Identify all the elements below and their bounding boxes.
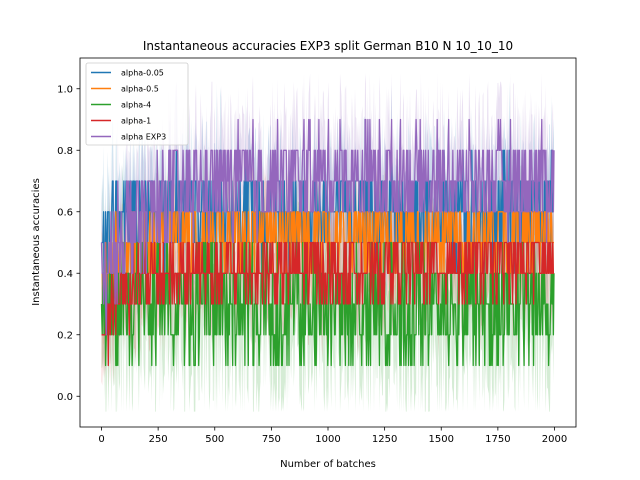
y-tick-label: 0.4 — [57, 269, 73, 280]
x-tick-label: 1250 — [372, 434, 397, 445]
legend-label-alpha-4: alpha-4 — [121, 101, 151, 110]
x-tick-label: 2000 — [542, 434, 567, 445]
y-tick-label: 0.6 — [57, 207, 73, 218]
series-lines — [100, 118, 555, 367]
chart-title: Instantaneous accuracies EXP3 split Germ… — [143, 39, 513, 53]
legend-label-alpha-0-05: alpha-0.05 — [121, 69, 164, 78]
x-tick-label: 250 — [149, 434, 168, 445]
x-tick-label: 750 — [262, 434, 281, 445]
legend-label-alpha-1: alpha-1 — [121, 117, 151, 126]
x-tick-label: 1000 — [315, 434, 340, 445]
legend: alpha-0.05 alpha-0.5 alpha-4 alpha-1 alpha E… — [85, 62, 189, 146]
series-line-alpha-4 — [100, 241, 555, 367]
band-alpha-exp3 — [101, 73, 554, 373]
y-axis-ticks: 0.0 0.2 0.4 0.6 0.8 1.0 — [57, 84, 80, 403]
x-axis-label: Number of batches — [280, 459, 376, 470]
y-tick-label: 0.2 — [57, 330, 73, 341]
y-tick-label: 1.0 — [57, 84, 73, 95]
y-axis-label: Instantaneous accuracies — [31, 178, 42, 306]
series-line-alpha-1 — [101, 241, 555, 367]
x-tick-label: 1750 — [485, 434, 510, 445]
legend-label-alpha-exp3: alpha EXP3 — [121, 133, 166, 142]
x-tick-label: 0 — [98, 434, 104, 445]
series-line-alpha-exp3 — [100, 118, 555, 336]
legend-box — [85, 62, 189, 146]
x-axis-ticks: 0 250 500 750 1000 1250 1500 1750 2000 — [98, 427, 567, 445]
legend-label-alpha-0-5: alpha-0.5 — [121, 85, 159, 94]
x-tick-label: 1500 — [429, 434, 454, 445]
x-tick-label: 500 — [205, 434, 224, 445]
y-tick-label: 0.8 — [57, 146, 73, 157]
y-tick-label: 0.0 — [57, 392, 73, 403]
